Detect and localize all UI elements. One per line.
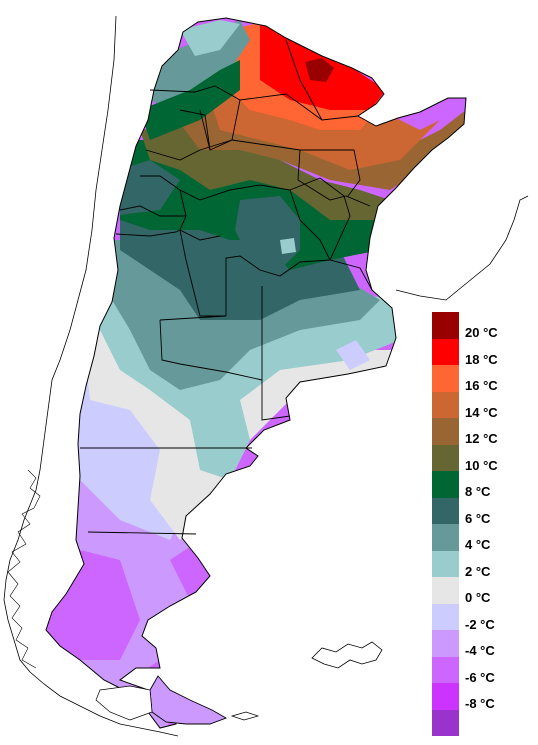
legend-swatch [432,683,459,710]
legend-item: -2 °C [432,603,538,632]
legend-label: -2 °C [465,616,495,632]
legend-label: 4 °C [465,537,491,552]
legend-item: 10 °C [432,444,538,473]
legend-label: 18 °C [465,351,498,367]
legend-swatch [432,312,459,339]
legend-item: -6 °C [432,656,538,685]
legend-item: 0 °C [432,577,538,605]
legend-label: 10 °C [465,457,498,473]
legend-item: -8 °C [432,683,538,711]
legend-label: 8 °C [465,484,491,499]
legend-item: 2 °C [432,550,538,579]
legend-item: 18 °C [432,338,538,367]
legend-item: 4 °C [432,524,538,552]
legend-swatch [432,471,459,498]
legend-label: -6 °C [465,669,495,685]
legend-item: -4 °C [432,630,538,658]
legend-swatch [432,603,459,630]
tierra-del-fuego [149,675,228,725]
chile-coastline [3,15,179,737]
legend-label: -4 °C [465,643,495,658]
legend-swatch [432,444,459,471]
legend-label: 0 °C [465,590,491,605]
legend-swatch [432,338,459,365]
legend-label: 2 °C [465,563,491,579]
falkland-islands [311,641,383,669]
chile-islands [7,469,41,669]
legend-swatch [432,497,459,524]
argentina-outline [45,17,467,729]
temperature-legend: 20 °C 18 °C 16 °C 14 °C 12 °C 10 °C 8 °C 6 °C 4 … [432,312,538,736]
legend-label: 14 °C [465,404,498,420]
legend-swatch [432,656,459,683]
legend-swatch [432,391,459,418]
uruguay-coastline [395,195,529,301]
legend-swatch [432,630,459,657]
legend-item: 20 °C [432,312,538,340]
legend-item: 16 °C [432,365,538,393]
legend-label: -8 °C [465,696,495,711]
legend-item: 6 °C [432,497,538,526]
legend-label: 16 °C [465,378,498,393]
legend-swatch [432,577,459,604]
legend-swatch [432,365,459,392]
legend-item [432,709,538,736]
legend-label: 20 °C [465,325,498,340]
legend-item: 12 °C [432,418,538,446]
legend-swatch [432,550,459,577]
legend-swatch [432,524,459,551]
legend-item: 8 °C [432,471,538,499]
legend-label: 12 °C [465,431,498,446]
legend-swatch [432,709,459,736]
legend-item: 14 °C [432,391,538,420]
legend-swatch [432,418,459,445]
isla-de-los-estados [230,711,260,721]
tierra-del-fuego-chile [95,685,153,721]
legend-label: 6 °C [465,510,491,526]
province-borders [80,39,373,535]
